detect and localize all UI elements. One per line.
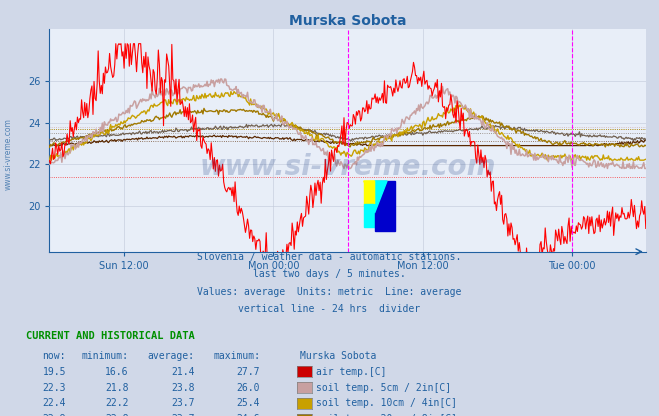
- Text: 22.3: 22.3: [42, 383, 66, 393]
- Text: CURRENT AND HISTORICAL DATA: CURRENT AND HISTORICAL DATA: [26, 331, 195, 341]
- Text: minimum:: minimum:: [82, 351, 129, 361]
- Text: soil temp. 5cm / 2in[C]: soil temp. 5cm / 2in[C]: [316, 383, 451, 393]
- Text: average:: average:: [148, 351, 194, 361]
- Bar: [364, 204, 387, 227]
- Text: now:: now:: [42, 351, 66, 361]
- Text: 21.8: 21.8: [105, 383, 129, 393]
- Text: Slovenia / weather data - automatic stations.: Slovenia / weather data - automatic stat…: [197, 252, 462, 262]
- Polygon shape: [374, 181, 387, 213]
- Text: 23.8: 23.8: [171, 383, 194, 393]
- Text: 27.7: 27.7: [237, 367, 260, 377]
- Text: soil temp. 10cm / 4in[C]: soil temp. 10cm / 4in[C]: [316, 399, 457, 409]
- Text: 21.4: 21.4: [171, 367, 194, 377]
- Bar: [374, 181, 395, 231]
- Text: Values: average  Units: metric  Line: average: Values: average Units: metric Line: aver…: [197, 287, 462, 297]
- Text: 19.5: 19.5: [42, 367, 66, 377]
- Text: last two days / 5 minutes.: last two days / 5 minutes.: [253, 270, 406, 280]
- Text: www.si-vreme.com: www.si-vreme.com: [3, 118, 13, 190]
- Text: vertical line - 24 hrs  divider: vertical line - 24 hrs divider: [239, 305, 420, 314]
- Text: 23.7: 23.7: [171, 399, 194, 409]
- Text: 22.4: 22.4: [42, 399, 66, 409]
- Text: Murska Sobota: Murska Sobota: [300, 351, 376, 361]
- Bar: [364, 181, 387, 206]
- Text: air temp.[C]: air temp.[C]: [316, 367, 387, 377]
- Text: soil temp. 20cm / 8in[C]: soil temp. 20cm / 8in[C]: [316, 414, 457, 416]
- Text: 25.4: 25.4: [237, 399, 260, 409]
- Text: 16.6: 16.6: [105, 367, 129, 377]
- Title: Murska Sobota: Murska Sobota: [289, 14, 407, 28]
- Text: 23.7: 23.7: [171, 414, 194, 416]
- Text: 24.6: 24.6: [237, 414, 260, 416]
- Text: 22.9: 22.9: [42, 414, 66, 416]
- Text: 22.8: 22.8: [105, 414, 129, 416]
- Polygon shape: [364, 181, 374, 204]
- Text: 26.0: 26.0: [237, 383, 260, 393]
- Text: maximum:: maximum:: [214, 351, 260, 361]
- Text: 22.2: 22.2: [105, 399, 129, 409]
- Text: www.si-vreme.com: www.si-vreme.com: [200, 153, 496, 181]
